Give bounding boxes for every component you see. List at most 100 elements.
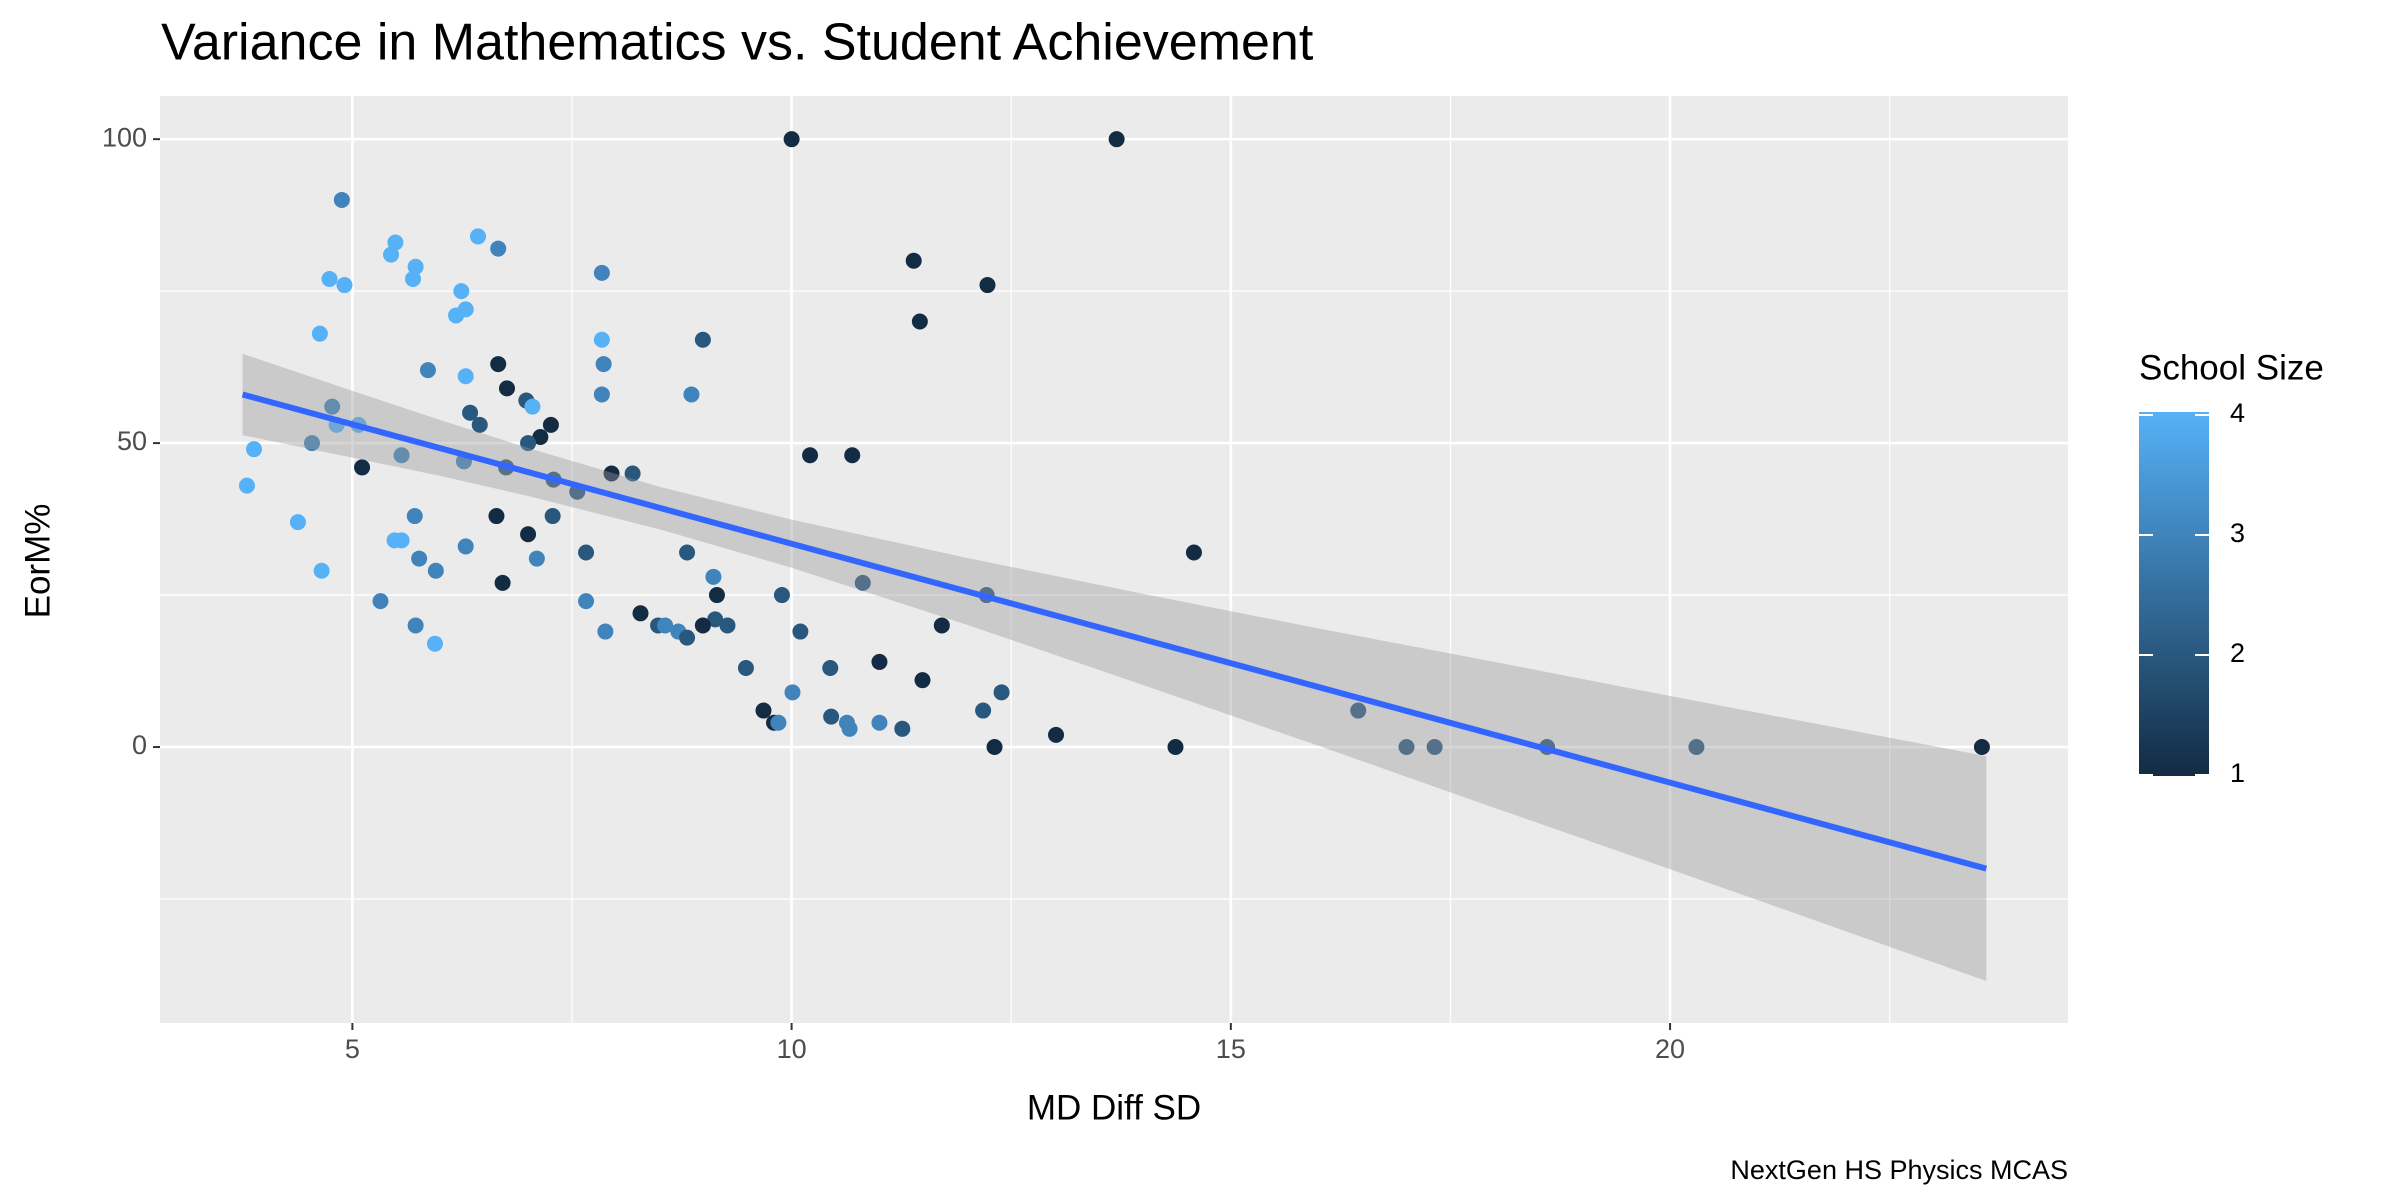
point bbox=[393, 447, 410, 464]
point bbox=[321, 270, 338, 287]
point bbox=[979, 277, 996, 294]
point bbox=[844, 447, 861, 464]
point bbox=[933, 617, 950, 634]
point bbox=[792, 623, 809, 640]
point bbox=[289, 514, 306, 531]
y-tick-label: 100 bbox=[102, 122, 147, 152]
point bbox=[354, 459, 371, 476]
point bbox=[784, 684, 801, 701]
point bbox=[595, 356, 612, 373]
point bbox=[488, 508, 505, 525]
x-axis-title: MD Diff SD bbox=[1027, 1088, 1201, 1127]
point bbox=[411, 550, 428, 567]
point bbox=[905, 252, 922, 269]
point bbox=[457, 368, 474, 385]
point bbox=[911, 313, 928, 330]
point bbox=[498, 380, 515, 397]
point bbox=[914, 672, 931, 689]
point bbox=[336, 277, 353, 294]
x-tick-label: 10 bbox=[777, 1034, 807, 1064]
point bbox=[313, 562, 330, 579]
point bbox=[1398, 739, 1415, 756]
point bbox=[407, 258, 424, 275]
point bbox=[597, 623, 614, 640]
legend-label: 3 bbox=[2230, 518, 2245, 548]
point bbox=[694, 331, 711, 348]
point bbox=[544, 508, 561, 525]
point bbox=[632, 605, 649, 622]
point bbox=[683, 386, 700, 403]
point bbox=[372, 593, 389, 610]
colorbar bbox=[2139, 412, 2209, 776]
point bbox=[324, 398, 341, 415]
point bbox=[238, 477, 255, 494]
point bbox=[490, 356, 507, 373]
point bbox=[783, 131, 800, 148]
point bbox=[1167, 739, 1184, 756]
point bbox=[708, 587, 725, 604]
point bbox=[490, 240, 507, 257]
point bbox=[532, 429, 549, 446]
point bbox=[593, 386, 610, 403]
point bbox=[707, 611, 724, 628]
point bbox=[453, 283, 470, 300]
point bbox=[657, 617, 674, 634]
point bbox=[770, 714, 787, 731]
point bbox=[894, 720, 911, 737]
point bbox=[578, 593, 595, 610]
point bbox=[679, 629, 696, 646]
point bbox=[524, 398, 541, 415]
fit-line bbox=[241, 391, 1988, 872]
point bbox=[393, 532, 410, 549]
legend-label: 1 bbox=[2230, 758, 2245, 788]
point bbox=[986, 739, 1003, 756]
y-tick-label: 0 bbox=[132, 730, 147, 760]
chart-title: Variance in Mathematics vs. Student Achi… bbox=[161, 14, 1314, 72]
legend-label: 2 bbox=[2230, 638, 2245, 668]
point bbox=[470, 228, 486, 245]
point bbox=[593, 331, 610, 348]
point bbox=[1048, 726, 1065, 743]
point bbox=[383, 246, 400, 263]
y-axis-title: EorM% bbox=[18, 504, 57, 619]
point bbox=[457, 538, 474, 555]
point bbox=[737, 660, 754, 677]
point bbox=[427, 562, 444, 579]
point bbox=[528, 550, 545, 567]
point bbox=[311, 325, 328, 342]
x-tick-label: 20 bbox=[1655, 1034, 1685, 1064]
point bbox=[823, 708, 840, 725]
point bbox=[854, 574, 871, 591]
y-tick-label: 50 bbox=[117, 426, 147, 456]
point bbox=[802, 447, 819, 464]
x-tick-label: 15 bbox=[1216, 1034, 1246, 1064]
point bbox=[1185, 544, 1202, 561]
point bbox=[593, 264, 610, 281]
point bbox=[1108, 131, 1125, 148]
point bbox=[542, 416, 559, 433]
point bbox=[603, 465, 620, 482]
legend-label: 4 bbox=[2230, 398, 2245, 428]
point bbox=[993, 684, 1010, 701]
point bbox=[773, 587, 790, 604]
point bbox=[755, 702, 772, 719]
x-tick-label: 5 bbox=[345, 1034, 360, 1064]
point bbox=[679, 544, 696, 561]
point bbox=[448, 307, 465, 324]
point bbox=[387, 234, 404, 251]
point bbox=[578, 544, 595, 561]
caption: NextGen HS Physics MCAS bbox=[1730, 1155, 2068, 1185]
point bbox=[494, 574, 511, 591]
point bbox=[407, 617, 424, 634]
point bbox=[1973, 739, 1990, 756]
point bbox=[333, 191, 350, 208]
point bbox=[303, 435, 320, 452]
point bbox=[245, 441, 262, 458]
point bbox=[406, 508, 423, 525]
point bbox=[871, 714, 888, 731]
point bbox=[1426, 739, 1443, 756]
legend-title: School Size bbox=[2139, 348, 2324, 387]
point bbox=[841, 720, 858, 737]
